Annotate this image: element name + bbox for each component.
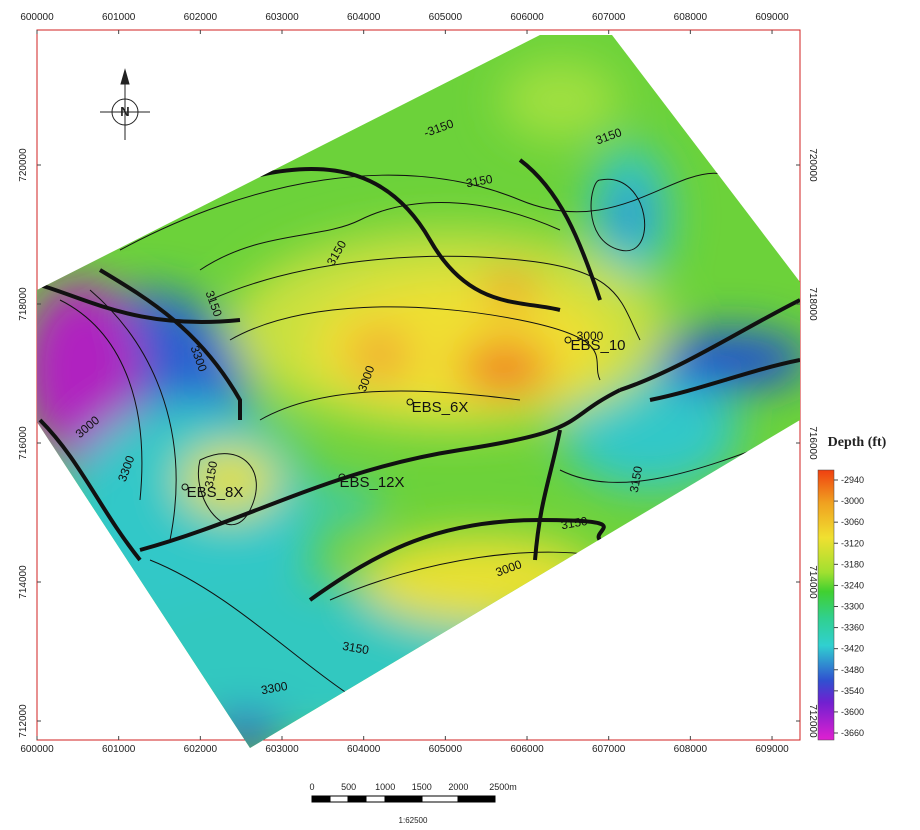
legend-tick-label: -3180 [841,559,864,569]
x-tick-label-top: 609000 [755,12,789,23]
y-tick-label-left: 716000 [18,426,29,460]
legend-tick-label: -3240 [841,580,864,590]
color-blob [180,445,280,515]
legend-tick-label: -3660 [841,728,864,738]
y-tick-label-right: 712000 [807,704,818,738]
well-label: EBS_8X [187,484,244,501]
colorbar [818,470,834,740]
x-tick-label-bottom: 602000 [184,744,218,755]
x-tick-label-top: 601000 [102,12,136,23]
y-tick-label-left: 714000 [18,565,29,599]
scale-label: 0 [309,782,314,792]
scale-seg [385,796,422,802]
scale-bar [312,796,495,802]
scale-seg [458,796,495,802]
y-tick-label-right: 720000 [807,148,818,182]
x-tick-label-top: 604000 [347,12,381,23]
legend-tick-label: -3600 [841,707,864,717]
legend-tick-label: -2940 [841,475,864,485]
legend-title: Depth (ft) [828,435,887,450]
x-tick-label-bottom: 604000 [347,744,381,755]
y-tick-label-right: 718000 [807,287,818,321]
x-tick-label-top: 600000 [20,12,54,23]
legend-tick-label: -3300 [841,602,864,612]
x-tick-label-top: 606000 [510,12,544,23]
x-tick-label-bottom: 606000 [510,744,544,755]
legend-tick-label: -3060 [841,517,864,527]
well-label: EBS_6X [412,399,469,416]
scale-label: 1500 [412,782,432,792]
scale-label: 1000 [375,782,395,792]
x-tick-label-top: 603000 [265,12,299,23]
color-blob [325,485,375,525]
map-view: -315031503150315031503000300033003000315… [0,0,920,830]
x-tick-label-bottom: 608000 [674,744,708,755]
legend-tick-label: -3120 [841,538,864,548]
scale-ratio: 1:62500 [399,816,428,825]
legend-tick-label: -3540 [841,686,864,696]
x-tick-label-bottom: 609000 [755,744,789,755]
x-tick-label-bottom: 603000 [265,744,299,755]
y-tick-label-right: 716000 [807,426,818,460]
legend-tick-label: -3480 [841,665,864,675]
x-tick-label-bottom: 605000 [429,744,463,755]
page: {"map":{ "x_ticks":[600000,601000,602000… [0,0,920,830]
legend-tick-label: -3360 [841,623,864,633]
color-blob [500,60,620,140]
x-tick-label-top: 602000 [184,12,218,23]
scale-seg [312,796,330,802]
well-label: EBS_10 [570,337,625,354]
y-tick-label-right: 714000 [807,565,818,599]
well-label: EBS_12X [339,474,404,491]
color-blob [616,187,644,243]
x-tick-label-top: 608000 [674,12,708,23]
x-tick-label-top: 605000 [429,12,463,23]
x-tick-label-bottom: 601000 [102,744,136,755]
scale-seg [348,796,366,802]
x-tick-label-top: 607000 [592,12,626,23]
legend-tick-label: -3000 [841,496,864,506]
color-blob [460,343,550,393]
scale-label: 2000 [448,782,468,792]
color-blob [350,330,410,380]
y-tick-label-left: 718000 [18,287,29,321]
north-label: N [120,104,129,119]
y-tick-label-left: 720000 [18,148,29,182]
scale-label: 2500m [489,782,517,792]
x-tick-label-bottom: 600000 [20,744,54,755]
x-tick-label-bottom: 607000 [592,744,626,755]
scale-label: 500 [341,782,356,792]
legend-tick-label: -3420 [841,644,864,654]
y-tick-label-left: 712000 [18,704,29,738]
